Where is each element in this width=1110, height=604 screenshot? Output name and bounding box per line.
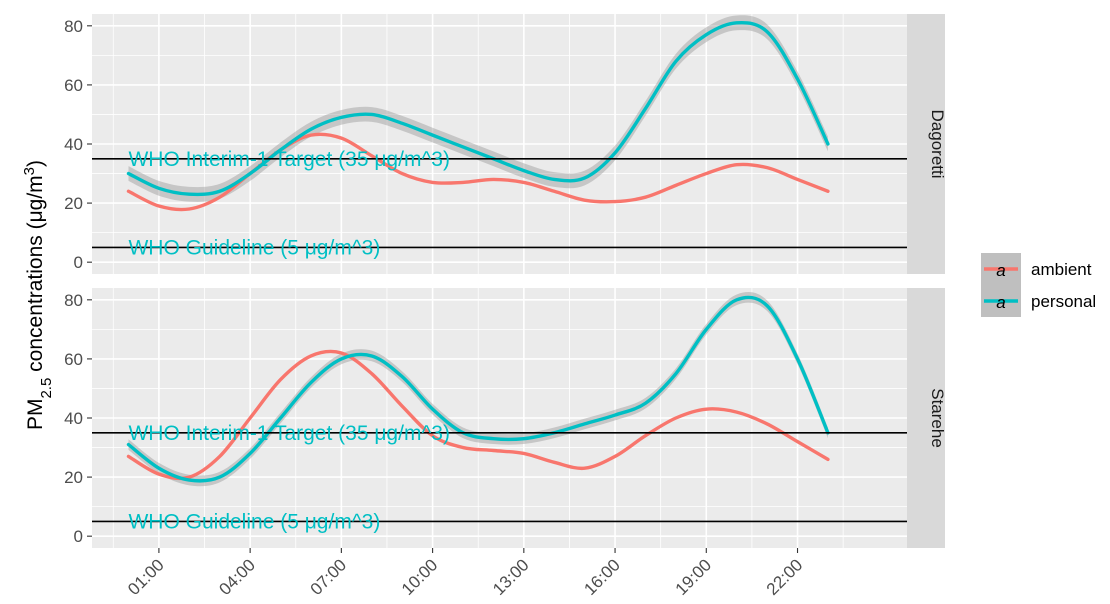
legend-key-glyph: a — [996, 293, 1005, 312]
x-tick-label: 13:00 — [489, 555, 533, 599]
y-tick-label: 80 — [64, 17, 83, 36]
y-axis-ticks: 0 20 40 60 80 — [64, 17, 92, 272]
y-tick-label: 40 — [64, 135, 83, 154]
y-tick-label: 60 — [64, 76, 83, 95]
panel-gridlines — [92, 14, 907, 274]
x-axis-ticks: 01:00 04:00 07:00 10:00 13:00 16:00 19:00 22:00 — [124, 548, 806, 599]
y-tick-label: 20 — [64, 194, 83, 213]
x-tick-label: 10:00 — [398, 555, 442, 599]
strip-background — [907, 288, 945, 548]
series-lines — [126, 21, 830, 212]
reference-line-label: WHO Guideline (5 μg/m^3) — [128, 236, 380, 259]
reference-line-label: WHO Interim-1 Target (35 μg/m^3) — [128, 422, 449, 445]
legend-label-personal: personal — [1031, 292, 1096, 311]
strip-label-dagoretti: Dagoretti — [928, 110, 947, 179]
personal-series-line — [126, 21, 830, 197]
x-tick-label: 19:00 — [672, 555, 716, 599]
reference-line-label: WHO Guideline (5 μg/m^3) — [128, 510, 380, 533]
strip-label-starehe: Starehe — [928, 388, 947, 448]
legend-key-ambient: a — [981, 253, 1021, 285]
personal-series-line — [126, 295, 830, 483]
x-tick-label: 22:00 — [763, 555, 807, 599]
x-tick-label: 16:00 — [580, 555, 624, 599]
ambient-series-line — [126, 349, 830, 481]
y-tick-label: 20 — [64, 468, 83, 487]
reference-line-label: WHO Interim-1 Target (35 μg/m^3) — [128, 148, 449, 171]
y-tick-label: 60 — [64, 350, 83, 369]
legend: a ambient a personal — [981, 253, 1096, 317]
x-tick-label: 07:00 — [307, 555, 351, 599]
legend-label-ambient: ambient — [1031, 260, 1092, 279]
y-tick-label: 80 — [64, 291, 83, 310]
y-tick-label: 40 — [64, 409, 83, 428]
reference-lines: WHO Interim-1 Target (35 μg/m^3) WHO Guid… — [92, 422, 907, 533]
facet-panel-starehe: WHO Interim-1 Target (35 μg/m^3) WHO Guid… — [64, 288, 947, 548]
strip-background — [907, 14, 945, 274]
panel-gridlines — [92, 288, 907, 548]
x-tick-label: 01:00 — [124, 555, 168, 599]
y-axis-label: PM2.5 concentrations (μg/m3) — [21, 160, 55, 430]
y-tick-label: 0 — [74, 527, 83, 546]
legend-key-personal: a — [981, 285, 1021, 317]
facet-panel-dagoretti: WHO Interim-1 Target (35 μg/m^3) WHO Guid… — [64, 14, 947, 274]
y-tick-label: 0 — [74, 253, 83, 272]
reference-lines: WHO Interim-1 Target (35 μg/m^3) WHO Guid… — [92, 148, 907, 259]
legend-key-glyph: a — [996, 261, 1005, 280]
series-lines — [126, 295, 830, 483]
x-tick-label: 04:00 — [215, 555, 259, 599]
y-axis-ticks: 0 20 40 60 80 — [64, 291, 92, 546]
